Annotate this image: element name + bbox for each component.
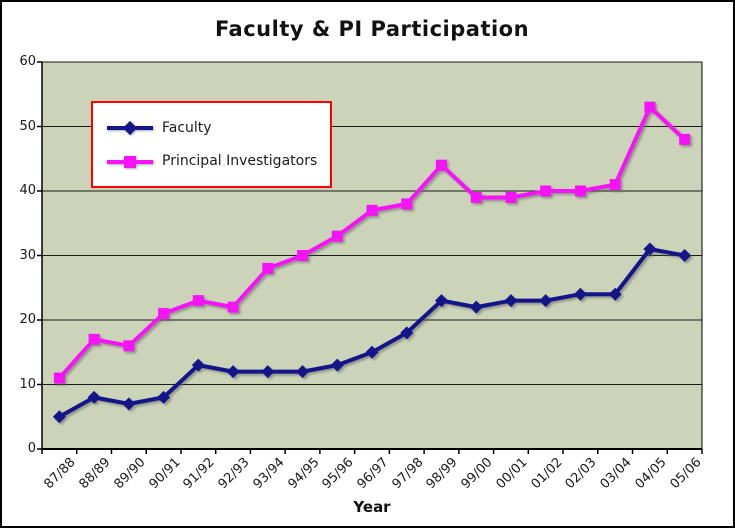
square-marker-icon xyxy=(53,372,65,384)
diamond-marker-icon xyxy=(365,345,379,359)
diamond-marker-icon xyxy=(122,121,138,136)
legend: Faculty Principal Investigators xyxy=(91,101,332,188)
y-tick-label: 20 xyxy=(19,312,36,327)
square-marker-icon xyxy=(540,185,552,197)
diamond-marker-icon xyxy=(296,365,310,379)
diamond-marker-icon xyxy=(608,287,622,301)
square-marker-icon xyxy=(123,340,135,352)
square-marker-icon xyxy=(505,191,517,203)
y-tick-label: 0 xyxy=(27,441,36,456)
diamond-marker-icon xyxy=(87,390,101,404)
square-marker-icon xyxy=(227,301,239,313)
square-marker-icon xyxy=(262,262,274,274)
square-marker-icon xyxy=(609,179,621,191)
y-tick-label: 40 xyxy=(19,183,36,198)
legend-label-faculty: Faculty xyxy=(162,119,212,136)
x-axis-title: Year xyxy=(353,498,391,516)
square-marker-icon xyxy=(192,295,204,307)
y-tick-label: 10 xyxy=(19,376,36,392)
diamond-marker-icon xyxy=(643,242,657,256)
square-marker-icon xyxy=(679,133,691,145)
y-tick-label: 30 xyxy=(19,247,36,263)
square-marker-icon xyxy=(435,159,447,171)
diamond-marker-icon xyxy=(191,358,205,372)
diamond-marker-icon xyxy=(226,365,240,379)
diamond-marker-icon xyxy=(539,294,553,308)
diamond-marker-icon xyxy=(261,365,275,379)
square-marker-icon xyxy=(88,333,100,345)
square-marker-icon xyxy=(331,230,343,242)
chart-title: Faculty & PI Participation xyxy=(214,17,530,41)
diamond-marker-icon xyxy=(157,390,171,404)
diamond-marker-icon xyxy=(504,294,518,308)
square-marker-icon xyxy=(158,308,170,320)
diamond-marker-icon xyxy=(122,397,136,411)
y-tick-label: 50 xyxy=(19,118,36,134)
square-marker-icon xyxy=(401,198,413,210)
legend-entry-principal-investigators: Principal Investigators xyxy=(107,153,326,169)
y-tick-label: 60 xyxy=(19,54,36,69)
square-marker-icon xyxy=(644,101,656,113)
diamond-marker-icon xyxy=(678,249,692,262)
diamond-marker-icon xyxy=(573,287,587,301)
diamond-marker-icon xyxy=(434,294,448,308)
series-principal-investigators xyxy=(53,101,691,384)
diamond-marker-icon xyxy=(330,358,344,372)
diamond-marker-icon xyxy=(400,326,414,340)
legend-entry-faculty: Faculty xyxy=(107,120,326,136)
square-marker-icon xyxy=(470,191,482,203)
square-marker-icon xyxy=(124,155,136,168)
square-marker-icon xyxy=(297,250,309,261)
pi-line-swatch xyxy=(107,154,153,169)
legend-label-principal-investigators: Principal Investigators xyxy=(162,153,318,170)
square-marker-icon xyxy=(574,185,586,197)
series-faculty xyxy=(52,242,692,424)
diamond-marker-icon xyxy=(469,300,483,314)
square-marker-icon xyxy=(366,204,378,216)
faculty-line-swatch xyxy=(107,120,153,136)
diamond-marker-icon xyxy=(52,410,66,424)
